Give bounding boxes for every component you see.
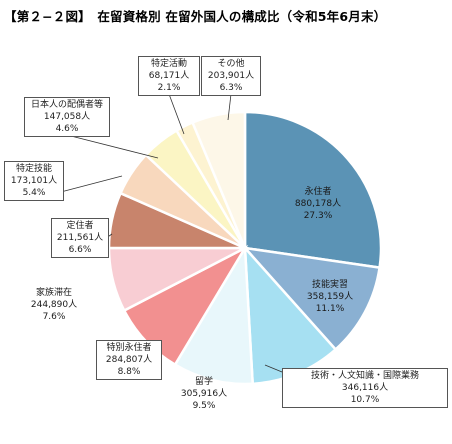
slice-category: 技能実習 [311,280,348,290]
slice-label: 特定活動 68,171人 2.1% [138,56,200,96]
leader-line [227,93,232,121]
pie-slice [190,110,247,249]
slice-label: 技術・人文知識・国際業務 346,116人 10.7% [282,368,448,408]
slice-count: 346,116人 [341,383,389,393]
slice-count: 68,171人 [148,71,190,81]
slice-count: 358,159人 [306,292,354,302]
slice-percent: 2.1% [157,83,181,93]
slice-count: 284,807人 [105,355,153,365]
slice-category: 特別永住者 [106,343,152,353]
slice-count: 244,890人 [30,300,78,310]
slice-percent: 6.6% [68,245,92,255]
slice-label: 留学 305,916人 9.5% [176,375,232,413]
slice-label: 家族滞在 244,890人 7.6% [24,286,84,324]
slice-category: 定住者 [66,221,94,231]
slice-percent: 9.5% [192,401,216,411]
slice-category: 技術・人文知識・国際業務 [310,371,419,381]
slice-percent: 7.6% [42,312,66,322]
slice-percent: 5.4% [22,188,46,198]
slice-label: 技能実習 358,159人 11.1% [298,278,362,316]
slice-count: 173,101人 [10,176,58,186]
slice-label: 日本人の配偶者等 147,058人 4.6% [24,97,110,137]
slice-percent: 6.3% [219,83,243,93]
slice-percent: 4.6% [55,124,79,134]
slice-category: 家族滞在 [35,288,72,298]
slice-percent: 10.7% [350,395,380,405]
leader-line [168,93,185,135]
slice-label: 特定技能 173,101人 5.4% [4,161,64,201]
slice-label: 特別永住者 284,807人 8.8% [96,340,162,380]
slice-label: その他 203,901人 6.3% [201,56,261,96]
page-title: 【第２−２図】 在留資格別 在留外国人の構成比（令和5年6月末） [4,9,387,24]
slice-count: 305,916人 [180,389,228,399]
slice-label: 永住者 880,178人 27.3% [282,185,354,223]
pie-slice [241,246,381,352]
slice-count: 203,901人 [207,71,255,81]
slice-category: 特定活動 [150,59,187,69]
slice-count: 880,178人 [294,199,342,209]
slice-percent: 11.1% [315,304,345,314]
slice-count: 211,561人 [56,233,104,243]
leader-line [66,134,159,159]
slice-category: 永住者 [304,187,332,197]
slice-category: 日本人の配偶者等 [30,100,103,110]
pie-slice [243,110,383,270]
slice-percent: 27.3% [303,211,333,221]
slice-label: 定住者 211,561人 6.6% [51,218,109,258]
slice-count: 147,058人 [43,112,91,122]
slice-category: その他 [217,59,245,69]
slice-category: 特定技能 [15,164,52,174]
slice-category: 留学 [194,377,213,387]
slice-percent: 8.8% [117,367,141,377]
pie-slice [173,243,255,386]
